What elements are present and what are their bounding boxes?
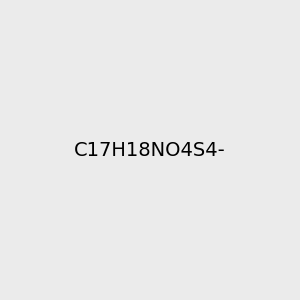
- Text: C17H18NO4S4-: C17H18NO4S4-: [74, 140, 226, 160]
